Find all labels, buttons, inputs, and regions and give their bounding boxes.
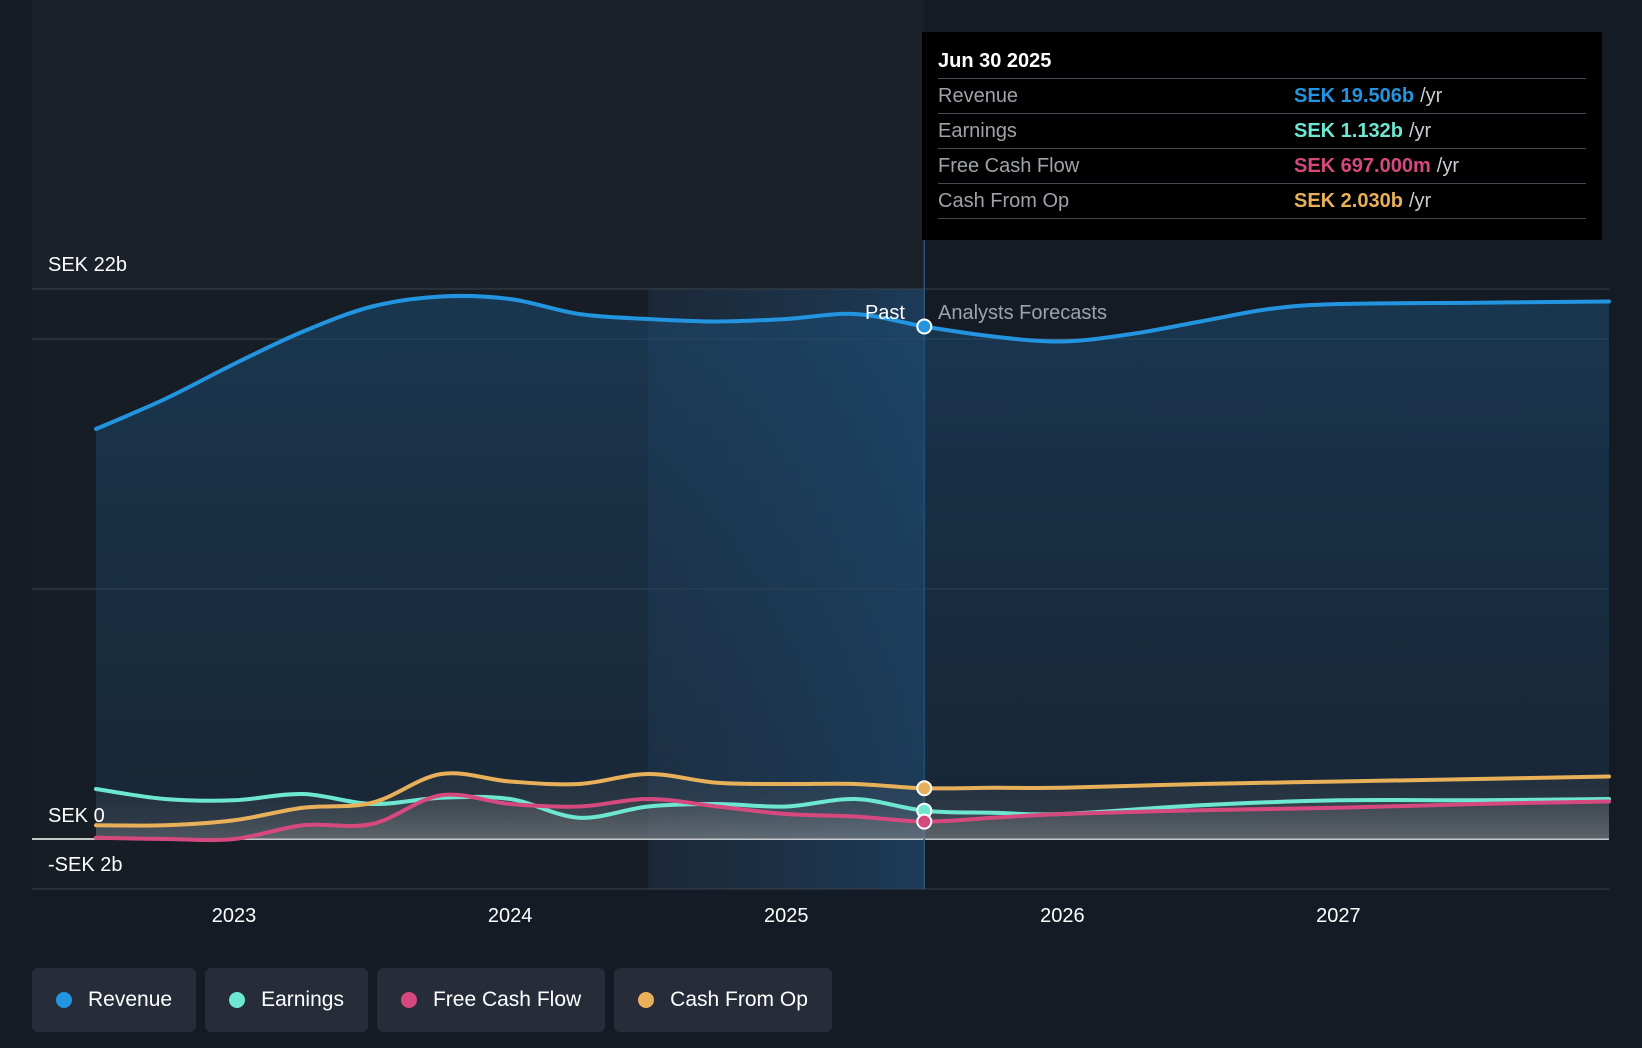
series-area-revenue <box>96 295 1609 839</box>
legend-label: Free Cash Flow <box>432 988 582 1011</box>
legend-label: Revenue <box>88 988 173 1011</box>
tooltip-label: Cash From Op <box>938 190 1070 212</box>
x-tick-label: 2023 <box>212 905 257 927</box>
series-line-revenue <box>94 293 1611 431</box>
series-line-cash-from-op <box>94 771 1611 828</box>
tooltip-label: Revenue <box>938 85 1019 107</box>
marker-cash-from-op <box>916 780 933 797</box>
legend-dot-icon <box>56 992 72 1008</box>
tooltip-unit: /yr <box>1408 120 1432 142</box>
legend: Revenue Earnings Free Cash Flow Cash Fro… <box>32 968 832 1032</box>
legend-dot-icon <box>400 992 417 1008</box>
tooltip-value: SEK 2.030b <box>1294 190 1403 212</box>
legend-item-cash-from-op[interactable]: Cash From Op <box>614 968 832 1032</box>
tooltip-row-revenue: Revenue SEK 19.506b /yr <box>938 79 1586 114</box>
y-axis-label-top: SEK 22b <box>48 254 127 276</box>
x-tick-label: 2025 <box>764 905 809 927</box>
legend-dot-icon <box>638 992 655 1008</box>
tooltip: Jun 30 2025 Revenue SEK 19.506b /yr Earn… <box>922 32 1602 240</box>
tooltip-row-cash-from-op: Cash From Op SEK 2.030b /yr <box>938 184 1586 219</box>
series-line-earnings <box>94 787 1611 820</box>
y-axis-label-negative: -SEK 2b <box>48 854 122 876</box>
marker-free-cash-flow <box>916 813 933 830</box>
legend-item-earnings[interactable]: Earnings <box>205 968 368 1032</box>
tooltip-row-free-cash-flow: Free Cash Flow SEK 697.000m /yr <box>938 149 1586 184</box>
y-axis-label-zero: SEK 0 <box>48 805 105 827</box>
forecast-label: Analysts Forecasts <box>938 302 1107 324</box>
tooltip-label: Earnings <box>938 120 1017 142</box>
series-line-free-cash-flow <box>94 792 1611 843</box>
legend-item-revenue[interactable]: Revenue <box>32 968 197 1032</box>
series-area-cash-from-op <box>96 773 1609 839</box>
tooltip-row-earnings: Earnings SEK 1.132b /yr <box>938 114 1586 149</box>
tooltip-unit: /yr <box>1408 190 1432 212</box>
tooltip-unit: /yr <box>1436 155 1459 177</box>
legend-item-free-cash-flow[interactable]: Free Cash Flow <box>376 968 606 1032</box>
tooltip-date: Jun 30 2025 <box>938 46 1586 79</box>
past-label: Past <box>865 302 905 324</box>
tooltip-value: SEK 1.132b <box>1294 120 1403 142</box>
legend-dot-icon <box>229 992 246 1008</box>
x-tick-label: 2027 <box>1316 905 1361 927</box>
tooltip-value: SEK 19.506b <box>1294 85 1415 107</box>
legend-label: Earnings <box>261 988 344 1011</box>
tooltip-unit: /yr <box>1420 85 1443 107</box>
marker-revenue <box>916 318 933 335</box>
tooltip-value: SEK 697.000m <box>1294 155 1431 177</box>
legend-label: Cash From Op <box>670 988 808 1011</box>
x-tick-label: 2026 <box>1040 905 1085 927</box>
tooltip-label: Free Cash Flow <box>938 155 1080 177</box>
x-tick-label: 2024 <box>488 905 533 927</box>
